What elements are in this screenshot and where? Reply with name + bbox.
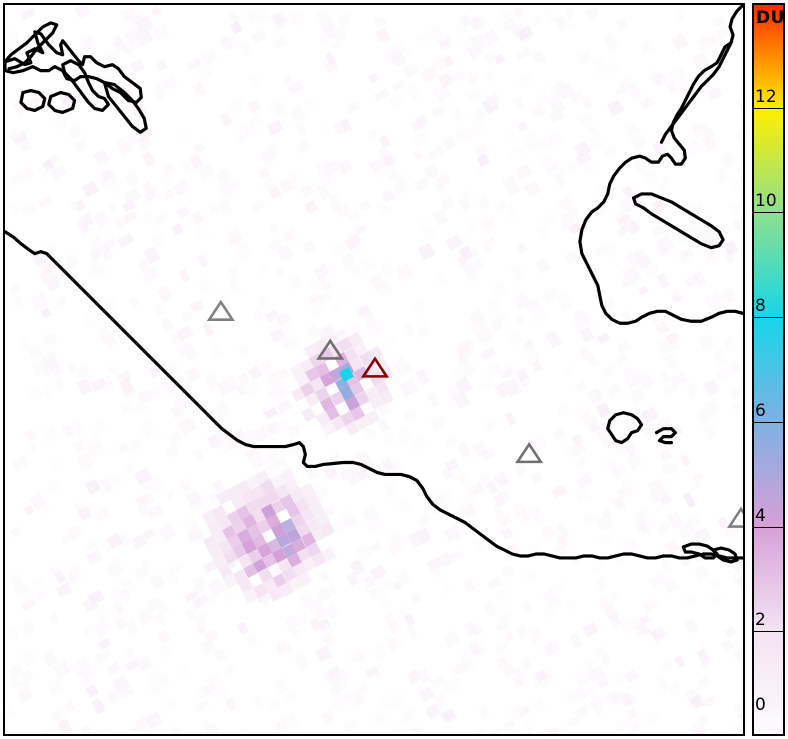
colorbar-tick-label: 10 — [755, 191, 777, 212]
colorbar-tick-line — [752, 526, 785, 528]
map-panel[interactable] — [3, 3, 745, 736]
colorbar-tick-label: 6 — [755, 400, 766, 421]
colorbar-tick-label: 8 — [755, 296, 766, 317]
site-marker-2[interactable] — [316, 338, 345, 360]
colorbar-ticks: 12 10 8 6 4 2 0 — [752, 3, 785, 736]
colorbar-title: DU — [756, 8, 785, 28]
colorbar-tick-line — [752, 317, 785, 319]
colorbar-tick-label: 4 — [755, 505, 766, 526]
colorbar-tick-label: 12 — [755, 86, 777, 107]
site-marker-5[interactable] — [726, 506, 743, 528]
colorbar-tick-label: 2 — [755, 610, 766, 631]
site-marker-4[interactable] — [515, 441, 544, 464]
colorbar-tick-line — [752, 631, 785, 633]
colorbar-gradient — [752, 3, 785, 736]
map-clip — [5, 5, 743, 734]
site-marker-3[interactable] — [360, 356, 390, 378]
colorbar-tick-line — [752, 107, 785, 109]
site-marker-1[interactable] — [206, 299, 235, 321]
colorbar-tick-line — [752, 421, 785, 423]
colorbar-panel[interactable]: 12 10 8 6 4 2 0 DU — [752, 3, 785, 736]
colorbar-tick-label: 0 — [755, 695, 766, 715]
coastline-layer — [5, 5, 743, 564]
marker-layer — [206, 299, 743, 528]
colorbar-tick-line — [752, 212, 785, 214]
